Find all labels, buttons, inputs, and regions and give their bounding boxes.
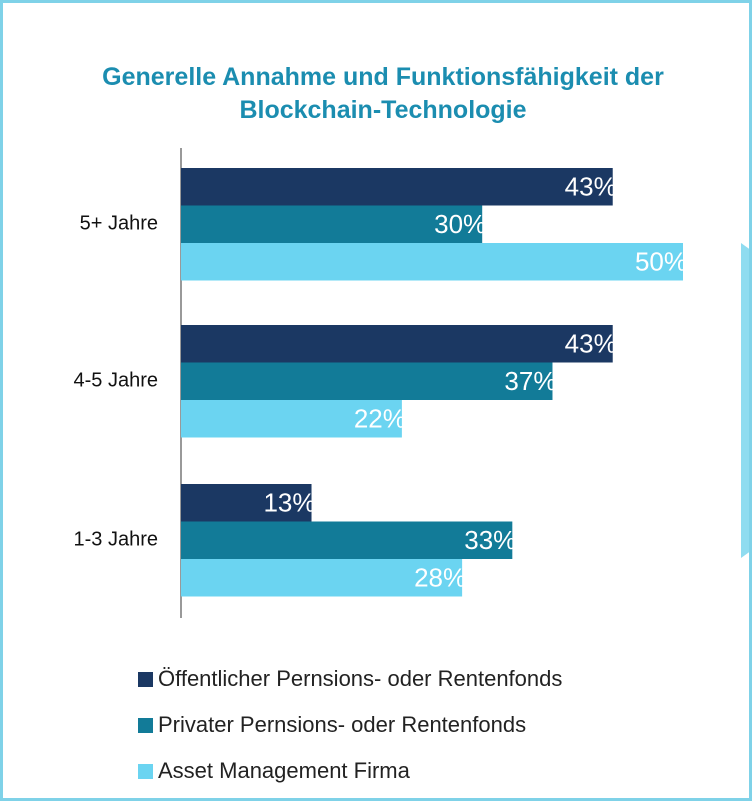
chevron — [741, 243, 749, 558]
value-label: 50% — [635, 247, 687, 277]
legend-label: Privater Pernsions- oder Rentenfonds — [158, 712, 526, 737]
legend-swatch — [138, 718, 153, 733]
chart-title: Generelle Annahme und Funktionsfähigkeit… — [102, 63, 664, 124]
bar — [181, 243, 683, 281]
legend-label: Asset Management Firma — [158, 758, 411, 783]
bar — [181, 205, 483, 243]
value-label: 37% — [504, 366, 556, 396]
legend-swatch — [138, 672, 153, 687]
value-label: 43% — [565, 329, 617, 359]
value-label: 33% — [464, 525, 516, 555]
bar — [181, 484, 312, 522]
value-label: 13% — [263, 488, 315, 518]
bar — [181, 559, 463, 597]
category-label: 4-5 Jahre — [74, 370, 159, 392]
category-label: 5+ Jahre — [80, 213, 158, 235]
bar — [181, 362, 553, 400]
value-label: 30% — [434, 209, 486, 239]
bar — [181, 325, 613, 363]
legend-swatch — [138, 764, 153, 779]
legend-label: Öffentlicher Pernsions- oder Rentenfonds — [158, 666, 562, 691]
bar — [181, 168, 613, 206]
value-label: 43% — [565, 172, 617, 202]
bar — [181, 400, 402, 438]
category-label: 1-3 Jahre — [74, 529, 159, 551]
chart: 5+ Jahre 43% 30% 50% 4-5 Jahre 43% 37% 22% 1-3 J… — [74, 148, 749, 783]
value-label: 28% — [414, 563, 466, 593]
bar — [181, 521, 513, 559]
value-label: 22% — [354, 404, 406, 434]
